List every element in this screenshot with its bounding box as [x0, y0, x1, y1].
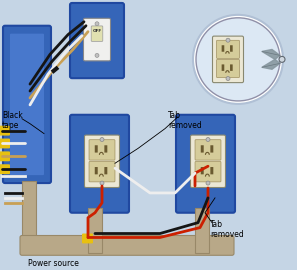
FancyBboxPatch shape	[230, 65, 233, 71]
Circle shape	[100, 137, 104, 141]
Circle shape	[279, 56, 285, 62]
FancyBboxPatch shape	[104, 167, 107, 174]
FancyBboxPatch shape	[0, 164, 10, 174]
FancyBboxPatch shape	[91, 26, 103, 41]
FancyBboxPatch shape	[201, 145, 204, 153]
Circle shape	[226, 38, 230, 42]
FancyBboxPatch shape	[89, 140, 115, 160]
FancyBboxPatch shape	[95, 167, 98, 174]
FancyBboxPatch shape	[217, 40, 239, 58]
FancyBboxPatch shape	[70, 115, 129, 213]
FancyBboxPatch shape	[176, 115, 235, 213]
FancyBboxPatch shape	[190, 135, 225, 187]
FancyBboxPatch shape	[0, 126, 10, 136]
Circle shape	[95, 22, 99, 26]
FancyBboxPatch shape	[70, 3, 124, 78]
FancyBboxPatch shape	[3, 26, 51, 183]
Circle shape	[206, 181, 210, 185]
FancyBboxPatch shape	[217, 59, 239, 77]
FancyBboxPatch shape	[210, 145, 213, 153]
Circle shape	[226, 77, 230, 80]
FancyBboxPatch shape	[82, 234, 93, 244]
FancyBboxPatch shape	[212, 36, 244, 83]
Text: Tab
removed: Tab removed	[210, 220, 244, 239]
FancyBboxPatch shape	[0, 139, 10, 148]
FancyBboxPatch shape	[10, 34, 44, 175]
Polygon shape	[262, 49, 280, 59]
FancyBboxPatch shape	[210, 167, 213, 174]
FancyBboxPatch shape	[0, 151, 10, 161]
FancyBboxPatch shape	[88, 208, 102, 253]
FancyBboxPatch shape	[20, 235, 234, 255]
FancyBboxPatch shape	[195, 208, 209, 253]
Text: Tab
removed: Tab removed	[168, 111, 202, 130]
FancyBboxPatch shape	[22, 181, 36, 250]
Text: Power source: Power source	[28, 259, 79, 268]
FancyBboxPatch shape	[95, 145, 98, 153]
FancyBboxPatch shape	[195, 161, 221, 182]
FancyBboxPatch shape	[83, 18, 110, 61]
Circle shape	[196, 18, 280, 101]
Circle shape	[100, 181, 104, 185]
Circle shape	[95, 53, 99, 58]
Circle shape	[206, 137, 210, 141]
FancyBboxPatch shape	[104, 145, 107, 153]
FancyBboxPatch shape	[89, 161, 115, 182]
FancyBboxPatch shape	[195, 140, 221, 160]
FancyBboxPatch shape	[222, 65, 224, 71]
FancyBboxPatch shape	[85, 135, 119, 187]
Text: OFF: OFF	[92, 29, 102, 33]
Circle shape	[193, 15, 283, 104]
Text: Black
tape: Black tape	[2, 111, 23, 130]
FancyBboxPatch shape	[222, 45, 224, 52]
FancyBboxPatch shape	[201, 167, 204, 174]
Polygon shape	[262, 59, 280, 69]
FancyBboxPatch shape	[230, 45, 233, 52]
